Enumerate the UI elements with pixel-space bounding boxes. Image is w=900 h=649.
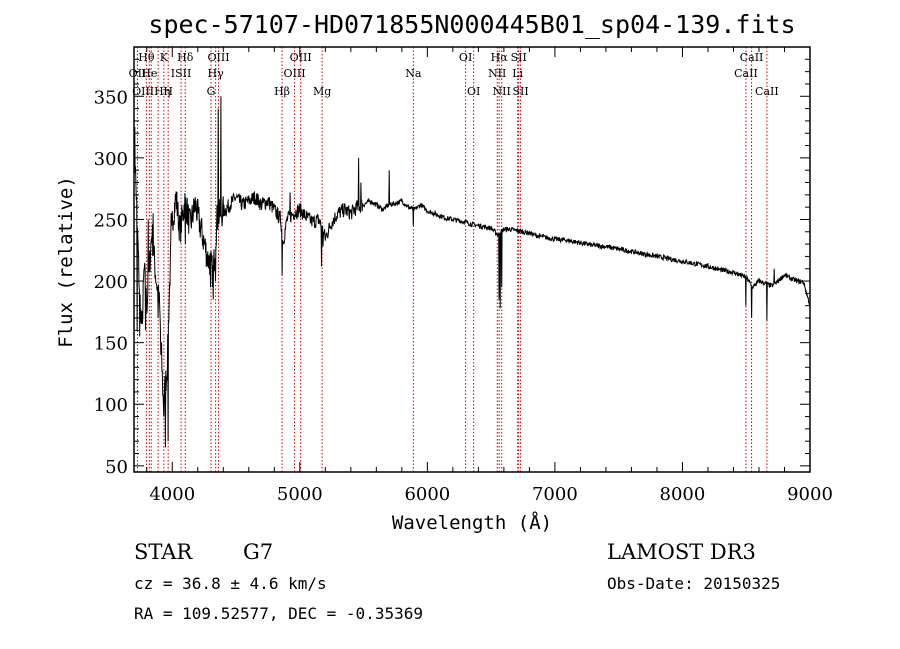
coordinates-readout: RA = 109.52577, DEC = -0.35369	[134, 604, 423, 623]
spectral-line-label: SII	[511, 51, 527, 64]
y-axis-label: Flux (relative)	[55, 176, 77, 348]
spectral-line-label: CaII	[740, 51, 764, 64]
spectral-line-label: SII	[512, 85, 528, 98]
x-tick-label: 9000	[787, 484, 833, 505]
spectral-line-label: CaII	[755, 85, 779, 98]
y-tick-label: 50	[105, 457, 128, 478]
spectral-line-label: OIII	[284, 67, 306, 80]
spectral-line-label: K	[160, 51, 169, 64]
spectral-line-label: OI	[459, 51, 472, 64]
spectral-line-label: Na	[405, 67, 422, 80]
object-type: STAR	[134, 540, 193, 564]
x-axis-label: Wavelength (Å)	[392, 511, 552, 534]
spectral-line-label: H	[163, 85, 173, 98]
spectral-line-label: He	[141, 67, 157, 80]
spectral-line-label: Hα	[491, 51, 509, 64]
x-tick-label: 4000	[149, 484, 195, 505]
spectral-line-label: OIII	[208, 51, 230, 64]
spectral-line-label: Hδ	[177, 51, 194, 64]
plot-frame	[133, 46, 811, 473]
spectral-subclass: G7	[243, 540, 274, 564]
spectral-line-label: OIII	[290, 51, 312, 64]
y-tick-label: 100	[94, 395, 128, 416]
x-tick-label: 7000	[532, 484, 578, 505]
spectral-line-label: Li	[512, 67, 523, 80]
spectral-line-label: OI	[467, 85, 480, 98]
spectral-line-label: OII	[129, 67, 147, 80]
y-tick-label: 200	[94, 272, 128, 293]
spectral-line-label: OIIIHη	[132, 85, 170, 98]
survey-name: LAMOST DR3	[607, 540, 756, 564]
x-tick-label: 8000	[660, 484, 706, 505]
flux-spectrum-line	[133, 96, 810, 448]
spectral-line-label: Hθ	[138, 51, 155, 64]
spectral-line-label: Hβ	[274, 85, 290, 98]
spectral-line-label: NII	[488, 67, 506, 80]
y-tick-label: 300	[94, 149, 128, 170]
y-tick-label: 350	[94, 87, 128, 108]
spectral-line-label: G	[207, 85, 216, 98]
spectral-line-label: NII	[493, 85, 511, 98]
y-tick-label: 250	[94, 210, 128, 231]
x-tick-label: 6000	[404, 484, 450, 505]
x-tick-label: 5000	[277, 484, 323, 505]
spectral-line-label: ISII	[171, 67, 192, 80]
spectral-line-label: CaII	[734, 67, 758, 80]
chart-title: spec-57107-HD071855N000445B01_sp04-139.f…	[148, 10, 795, 39]
redshift-readout: cz = 36.8 ± 4.6 km/s	[134, 574, 327, 593]
spectral-line-label: Hγ	[208, 67, 225, 80]
spectral-line-label: Mg	[313, 85, 331, 98]
y-tick-label: 150	[94, 334, 128, 355]
observation-date: Obs-Date: 20150325	[607, 574, 781, 593]
